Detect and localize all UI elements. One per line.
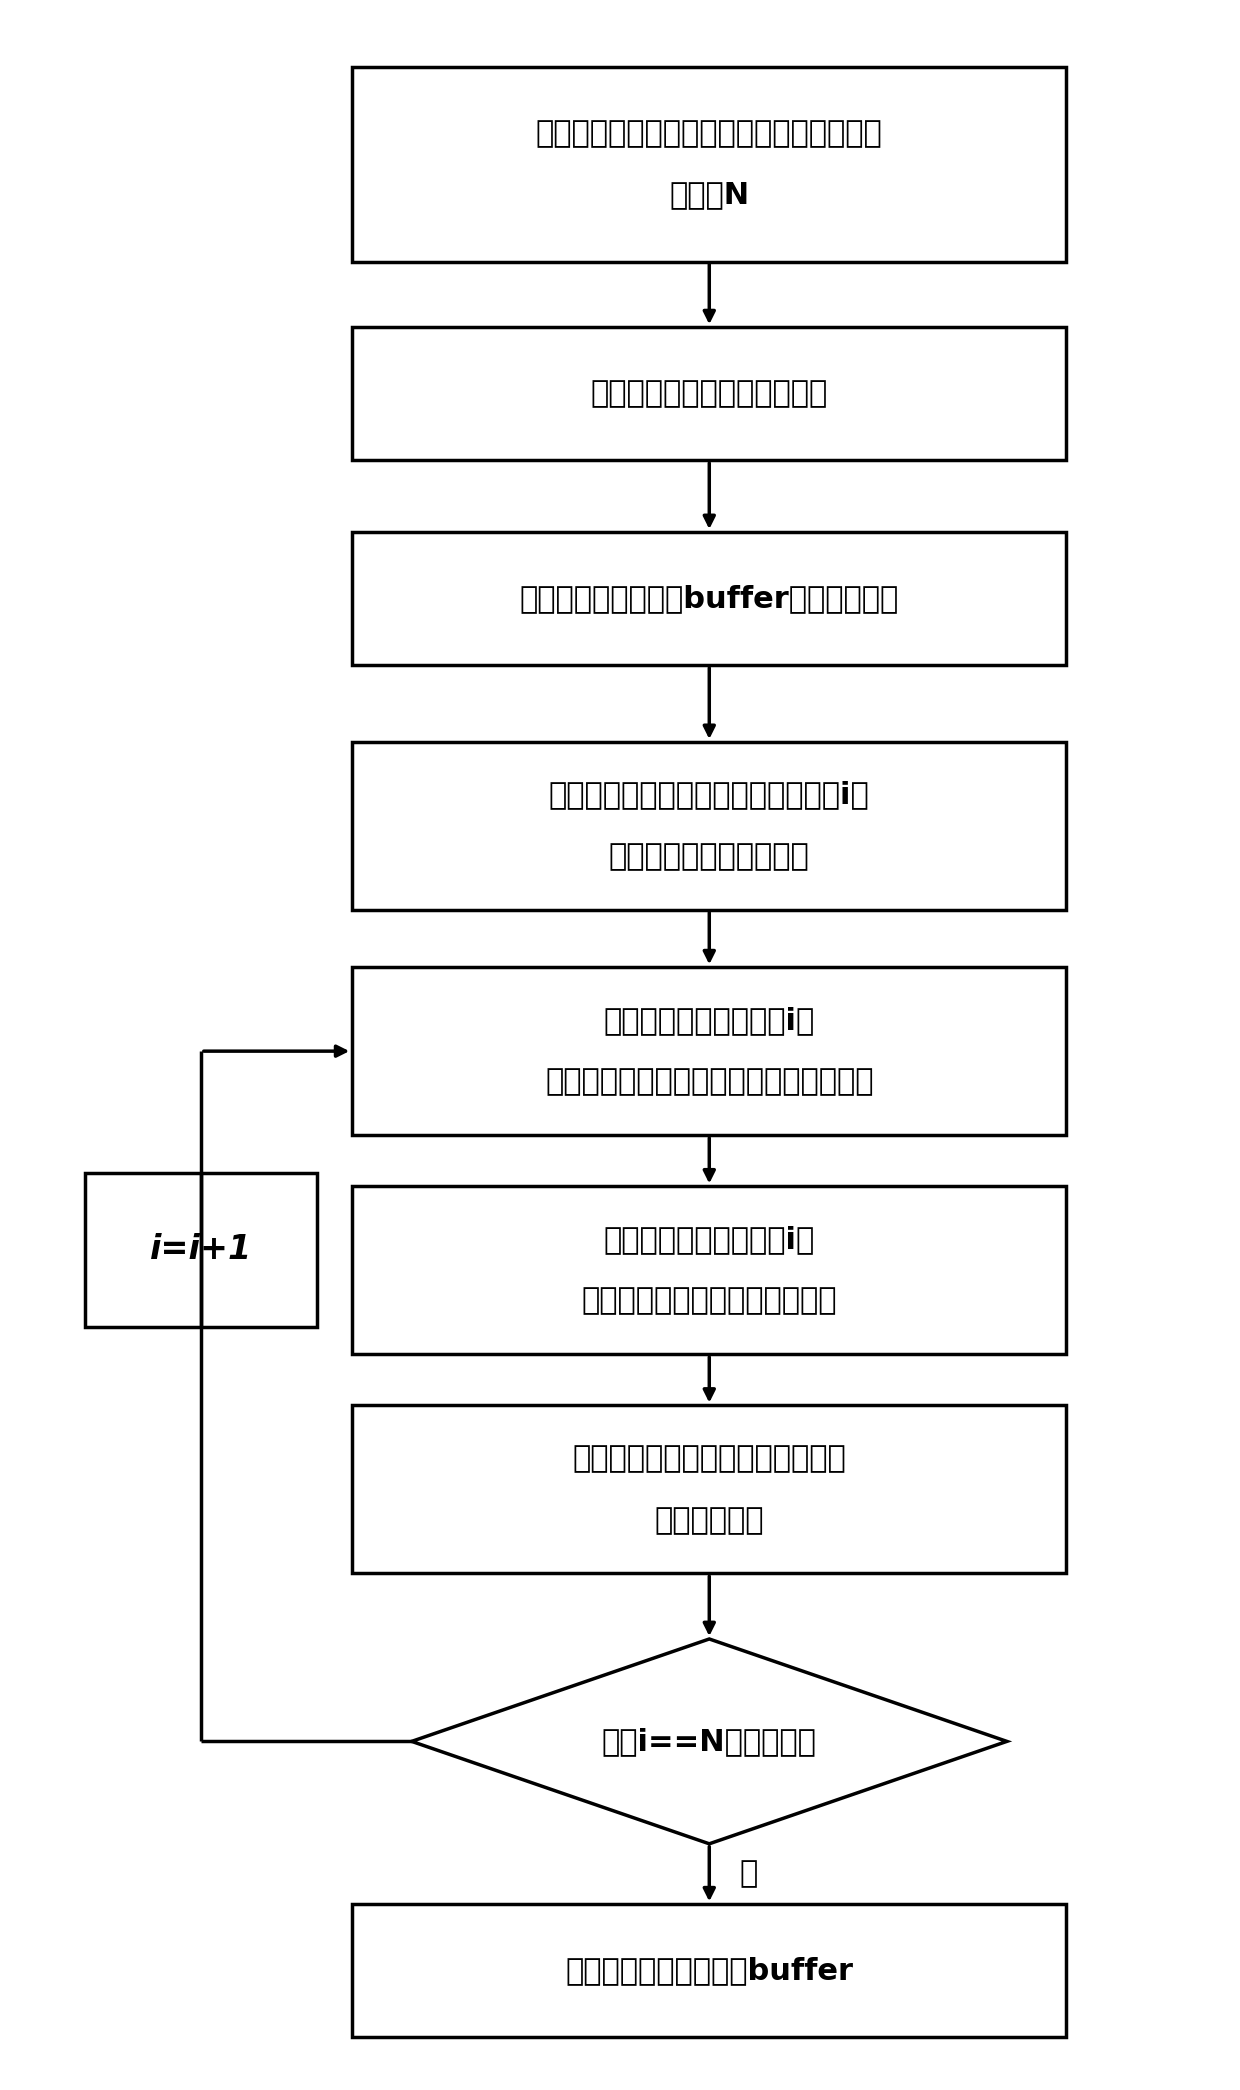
Text: 时刻的总推力、期望俯仰角和期望航偏角: 时刻的总推力、期望俯仰角和期望航偏角 (546, 1068, 873, 1097)
Text: 环次数N: 环次数N (670, 180, 749, 209)
Bar (352, 67, 1066, 261)
Text: 设置四旋翼飞行器的飞行参数，以及设置循: 设置四旋翼飞行器的飞行参数，以及设置循 (536, 119, 883, 148)
Text: 输出跟踪结果缓存变量buffer: 输出跟踪结果缓存变量buffer (565, 1956, 853, 1985)
Text: 时刻的外环控制量行向量: 时刻的外环控制量行向量 (609, 842, 810, 872)
Polygon shape (412, 1639, 1007, 1843)
Text: 构建四旋翼飞行器的轨迹模型: 构建四旋翼飞行器的轨迹模型 (590, 378, 828, 408)
Bar (352, 533, 1066, 665)
Text: 判断i==N是否成立？: 判断i==N是否成立？ (601, 1726, 817, 1756)
Text: 计算四旋翼飞行器在第i个: 计算四旋翼飞行器在第i个 (604, 1005, 815, 1035)
Bar (352, 1904, 1066, 2038)
Text: 根据轨迹模型计算四旋翼飞行器在第i个: 根据轨迹模型计算四旋翼飞行器在第i个 (549, 782, 869, 809)
Text: 获取控制四旋翼飞行器路径的跟踪: 获取控制四旋翼飞行器路径的跟踪 (573, 1444, 846, 1473)
Text: 初始化结果缓存变量buffer和期望翻滚角: 初始化结果缓存变量buffer和期望翻滚角 (520, 583, 899, 612)
Text: 计算四旋翼飞行器在第i个: 计算四旋翼飞行器在第i个 (604, 1225, 815, 1254)
Bar (352, 1187, 1066, 1354)
Bar (84, 1172, 317, 1327)
Text: 是: 是 (739, 1860, 758, 1889)
Text: 结果并保存：: 结果并保存： (655, 1505, 764, 1534)
Text: 时刻的内环姿态角度控制量矩阵: 时刻的内环姿态角度控制量矩阵 (582, 1287, 837, 1315)
Bar (352, 968, 1066, 1135)
Bar (352, 742, 1066, 909)
Bar (352, 328, 1066, 460)
Text: i=i+1: i=i+1 (150, 1233, 252, 1267)
Bar (352, 1404, 1066, 1574)
